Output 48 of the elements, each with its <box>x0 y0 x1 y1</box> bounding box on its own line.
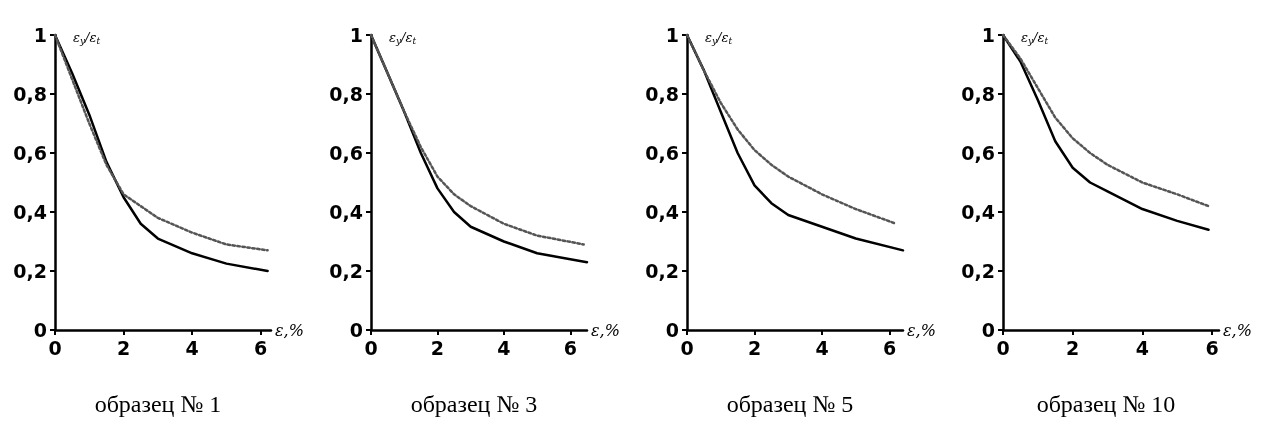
text: образец № 10 <box>1036 391 1176 417</box>
text: образец № 1 <box>94 391 222 417</box>
y-tick-label: 0,4 <box>329 201 363 223</box>
x-axis-title: ε,% <box>275 320 304 340</box>
x-tick-label: 2 <box>1066 336 1080 359</box>
x-tick-label: 6 <box>254 336 268 359</box>
x-tick-label: 4 <box>815 336 829 359</box>
y-tick-label: 0,8 <box>645 83 679 105</box>
x-axis-title: ε,% <box>907 320 936 340</box>
y-tick-label: 0 <box>33 319 47 341</box>
y-tick-label: 0 <box>981 319 995 341</box>
x-tick-label: 0 <box>48 336 62 359</box>
y-tick-label: 1 <box>981 24 995 46</box>
y-tick-label: 1 <box>33 24 47 46</box>
x-tick-label: 4 <box>185 336 199 359</box>
x-tick-label: 6 <box>563 336 577 359</box>
y-tick-label: 0 <box>665 319 679 341</box>
y-tick-label: 0,6 <box>329 142 363 164</box>
x-tick-label: 0 <box>680 336 694 359</box>
y-tick-label: 1 <box>665 24 679 46</box>
y-tick-label: 0,8 <box>961 83 995 105</box>
x-tick-label: 0 <box>364 336 378 359</box>
y-tick-label: 0,2 <box>961 260 995 282</box>
y-tick-label: 0,2 <box>645 260 679 282</box>
y-tick-label: 0,8 <box>13 83 47 105</box>
y-tick-label: 0,2 <box>13 260 47 282</box>
text: образец № 5 <box>726 391 854 417</box>
text: образец № 3 <box>410 391 538 417</box>
y-tick-label: 0 <box>349 319 363 341</box>
y-tick-label: 0,6 <box>961 142 995 164</box>
x-tick-label: 6 <box>882 336 897 359</box>
x-tick-label: 6 <box>1205 336 1219 359</box>
x-axis-title: ε,% <box>591 320 620 340</box>
x-tick-label: 2 <box>430 336 445 359</box>
y-tick-label: 0,6 <box>13 142 47 164</box>
x-tick-label: 2 <box>116 336 131 359</box>
y-tick-label: 0,6 <box>645 142 679 164</box>
x-axis-title: ε,% <box>1223 320 1252 340</box>
y-tick-label: 1 <box>349 24 363 46</box>
x-tick-label: 4 <box>497 336 511 359</box>
x-tick-label: 0 <box>996 336 1010 359</box>
y-tick-label: 0,8 <box>329 83 363 105</box>
y-tick-label: 0,4 <box>645 201 679 223</box>
x-tick-label: 2 <box>747 336 762 359</box>
x-tick-label: 4 <box>1135 336 1149 359</box>
y-tick-label: 0,4 <box>13 201 47 223</box>
y-tick-label: 0,4 <box>961 201 995 223</box>
y-tick-label: 0,2 <box>329 260 363 282</box>
